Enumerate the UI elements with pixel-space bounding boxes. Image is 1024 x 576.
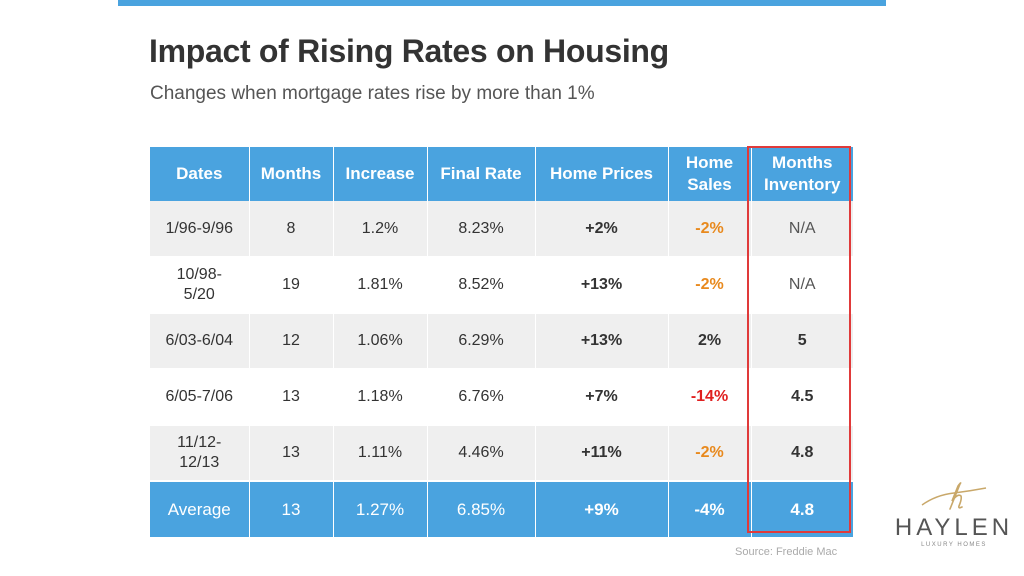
cell-increase: 1.11%	[333, 425, 428, 482]
cell-home-sales: -2%	[668, 201, 752, 258]
cell-final-rate: 6.29%	[427, 313, 536, 370]
cell-inventory: 5	[751, 313, 853, 370]
script-h-logo-icon	[921, 482, 987, 510]
cell-home-prices: +2%	[535, 201, 669, 258]
cell-increase: 1.27%	[333, 481, 428, 537]
cell-months: 13	[249, 425, 334, 482]
slide-subtitle: Changes when mortgage rates rise by more…	[150, 83, 595, 104]
cell-final-rate: 8.23%	[427, 201, 536, 258]
table-row: 10/98- 5/20 19 1.81% 8.52% +13% -2% N/A	[150, 257, 853, 314]
header-final-rate: Final Rate	[427, 147, 536, 201]
cell-final-rate: 8.52%	[427, 257, 536, 314]
cell-home-prices: +9%	[535, 481, 669, 537]
cell-inventory: N/A	[751, 201, 853, 258]
cell-home-sales: 2%	[668, 313, 752, 370]
haylen-logo: HAYLEN LUXURY HOMES	[892, 482, 1016, 552]
cell-dates: 10/98- 5/20	[150, 257, 250, 314]
cell-inventory: 4.8	[751, 425, 853, 482]
cell-final-rate: 6.85%	[427, 481, 536, 537]
cell-final-rate: 4.46%	[427, 425, 536, 482]
cell-home-prices: +13%	[535, 313, 669, 370]
cell-months: 13	[249, 481, 334, 537]
logo-tagline: LUXURY HOMES	[921, 542, 987, 548]
source-note: Source: Freddie Mac	[735, 546, 838, 558]
cell-inventory: 4.8	[751, 481, 853, 537]
header-home-prices: Home Prices	[535, 147, 669, 201]
cell-home-sales: -4%	[668, 481, 752, 537]
cell-home-sales: -14%	[668, 369, 752, 426]
header-home-sales: Home Sales	[668, 147, 752, 201]
logo-wordmark: HAYLEN	[894, 514, 1014, 541]
header-months: Months	[249, 147, 334, 201]
rates-impact-table: Dates Months Increase Final Rate Home Pr…	[150, 147, 853, 537]
cell-home-sales: -2%	[668, 257, 752, 314]
cell-dates: 6/03-6/04	[150, 313, 250, 370]
table-header-row: Dates Months Increase Final Rate Home Pr…	[150, 147, 853, 201]
cell-months: 8	[249, 201, 334, 258]
cell-increase: 1.18%	[333, 369, 428, 426]
cell-home-prices: +13%	[535, 257, 669, 314]
header-months-inventory: Months Inventory	[751, 147, 853, 201]
cell-dates: 1/96-9/96	[150, 201, 250, 258]
header-dates: Dates	[150, 147, 250, 201]
table-row: 1/96-9/96 8 1.2% 8.23% +2% -2% N/A	[150, 201, 853, 258]
table-row: 11/12- 12/13 13 1.11% 4.46% +11% -2% 4.8	[150, 425, 853, 482]
cell-inventory: 4.5	[751, 369, 853, 426]
cell-average-label: Average	[150, 481, 250, 537]
cell-months: 12	[249, 313, 334, 370]
table-row: 6/05-7/06 13 1.18% 6.76% +7% -14% 4.5	[150, 369, 853, 426]
cell-inventory: N/A	[751, 257, 853, 314]
cell-final-rate: 6.76%	[427, 369, 536, 426]
cell-dates: 11/12- 12/13	[150, 425, 250, 482]
cell-dates: 6/05-7/06	[150, 369, 250, 426]
cell-increase: 1.06%	[333, 313, 428, 370]
cell-months: 19	[249, 257, 334, 314]
cell-home-prices: +7%	[535, 369, 669, 426]
cell-increase: 1.2%	[333, 201, 428, 258]
slide-title: Impact of Rising Rates on Housing	[149, 33, 669, 69]
cell-months: 13	[249, 369, 334, 426]
header-increase: Increase	[333, 147, 428, 201]
top-accent-bar	[118, 0, 886, 6]
cell-increase: 1.81%	[333, 257, 428, 314]
table-row: 6/03-6/04 12 1.06% 6.29% +13% 2% 5	[150, 313, 853, 370]
cell-home-sales: -2%	[668, 425, 752, 482]
cell-home-prices: +11%	[535, 425, 669, 482]
table-average-row: Average 13 1.27% 6.85% +9% -4% 4.8	[150, 481, 853, 537]
